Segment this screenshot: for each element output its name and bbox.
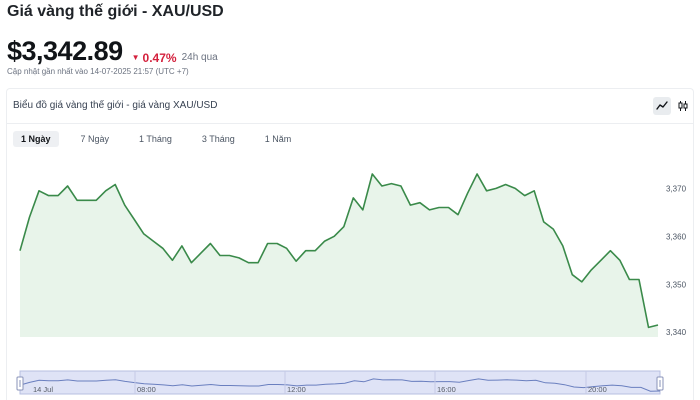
last-updated: Cập nhật gần nhất vào 14-07-2025 21:57 (… bbox=[7, 67, 189, 76]
price-change-percent: 0.47% bbox=[142, 50, 177, 65]
line-chart-icon bbox=[656, 101, 668, 110]
triangle-down-icon: ▼ bbox=[131, 53, 140, 62]
current-price: $3,342.89 bbox=[7, 36, 123, 66]
price-area-fill bbox=[20, 174, 658, 337]
navigator-line bbox=[19, 378, 661, 392]
tab-1-year[interactable]: 1 Năm bbox=[264, 134, 292, 144]
navigator-label: 12:00 bbox=[287, 385, 306, 394]
tab-3-months[interactable]: 3 Tháng bbox=[201, 134, 235, 144]
line-chart-button[interactable] bbox=[653, 97, 671, 115]
chart-panel: Biểu đồ giá vàng thế giới - giá vàng XAU… bbox=[6, 88, 694, 400]
chart-title: Biểu đồ giá vàng thế giới - giá vàng XAU… bbox=[13, 100, 218, 111]
navigator-label: 14 Jul bbox=[33, 385, 53, 394]
navigator-label: 20:00 bbox=[588, 385, 607, 394]
navigator-range bbox=[19, 370, 661, 395]
candlestick-icon bbox=[678, 101, 688, 111]
price-line bbox=[19, 173, 659, 329]
price-change: ▼ 0.47% bbox=[132, 51, 177, 65]
y-tick-label: 3,340 bbox=[666, 328, 687, 337]
panel-divider bbox=[7, 123, 693, 124]
tab-7-days[interactable]: 7 Ngày bbox=[80, 134, 110, 144]
range-tabs: 1 Ngày 7 Ngày 1 Tháng 3 Tháng 1 Năm bbox=[13, 131, 313, 147]
price-row: $3,342.89 ▼ 0.47% 24h qua bbox=[7, 36, 218, 67]
navigator-label: 16:00 bbox=[437, 385, 456, 394]
tab-1-day[interactable]: 1 Ngày bbox=[13, 131, 59, 147]
candlestick-chart-button[interactable] bbox=[674, 97, 692, 115]
y-tick-label: 3,350 bbox=[666, 280, 687, 289]
navigator-label: 08:00 bbox=[137, 385, 156, 394]
page-title: Giá vàng thế giới - XAU/USD bbox=[7, 3, 224, 20]
y-tick-label: 3,370 bbox=[666, 184, 687, 193]
tab-1-month[interactable]: 1 Tháng bbox=[139, 134, 172, 144]
y-tick-label: 3,360 bbox=[666, 232, 687, 241]
change-period: 24h qua bbox=[181, 52, 218, 63]
